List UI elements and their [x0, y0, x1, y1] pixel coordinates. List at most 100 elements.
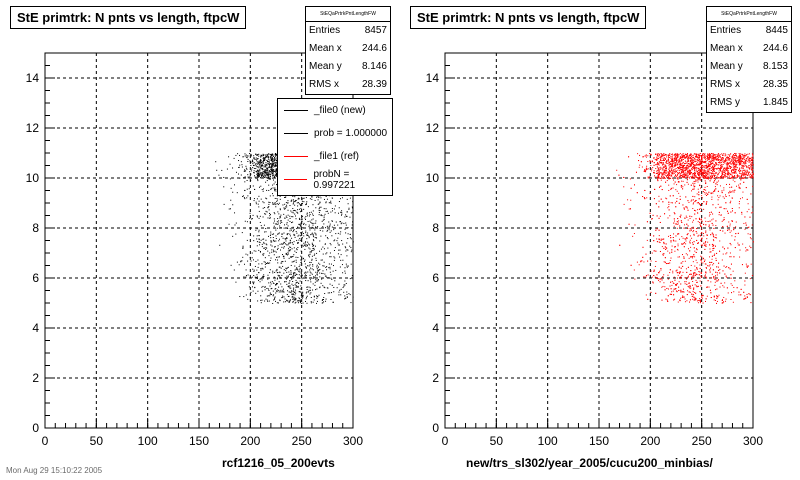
scatter-point [259, 168, 261, 170]
scatter-point [272, 295, 274, 297]
scatter-point [344, 295, 346, 297]
scatter-point [293, 209, 295, 211]
scatter-point [325, 227, 327, 229]
scatter-point [297, 286, 299, 288]
scatter-point [329, 252, 331, 254]
scatter-point [271, 167, 273, 169]
scatter-point [297, 269, 299, 271]
scatter-point [298, 198, 300, 200]
y-tick-label: 10 [26, 171, 40, 185]
scatter-point [720, 214, 722, 216]
scatter-point [258, 263, 260, 265]
scatter-point [244, 198, 246, 200]
scatter-point [301, 272, 303, 274]
scatter-point [715, 257, 717, 259]
scatter-point [302, 295, 304, 297]
scatter-point [292, 275, 294, 277]
scatter-point [300, 291, 302, 293]
scatter-point [273, 233, 275, 235]
scatter-point [234, 212, 236, 214]
scatter-point [323, 265, 325, 267]
scatter-point [267, 168, 269, 170]
scatter-point [273, 218, 275, 220]
scatter-point [258, 279, 260, 281]
scatter-point [246, 157, 248, 159]
scatter-point [670, 189, 672, 191]
scatter-point [253, 269, 255, 271]
scatter-point [309, 287, 311, 289]
scatter-point [322, 253, 324, 255]
scatter-point [245, 154, 247, 156]
scatter-point [752, 185, 754, 187]
scatter-point [726, 277, 728, 279]
scatter-point [280, 277, 282, 279]
scatter-point [295, 215, 297, 217]
scatter-point [257, 154, 259, 156]
scatter-point [284, 203, 286, 205]
scatter-point [313, 295, 315, 297]
scatter-point [300, 299, 302, 301]
scatter-point [293, 272, 295, 274]
scatter-point [349, 233, 351, 235]
scatter-point [267, 177, 269, 179]
scatter-point [323, 286, 325, 288]
scatter-point [736, 159, 738, 161]
scatter-point [319, 287, 321, 289]
scatter-point [282, 204, 284, 206]
scatter-point [269, 215, 271, 217]
scatter-point [219, 244, 221, 246]
scatter-point [647, 168, 649, 170]
scatter-point [697, 158, 699, 160]
scatter-point [269, 285, 271, 287]
scatter-point [700, 218, 702, 220]
scatter-point [292, 261, 294, 263]
scatter-point [288, 300, 290, 302]
scatter-point [273, 169, 275, 171]
scatter-point [296, 286, 298, 288]
scatter-point [741, 173, 743, 175]
scatter-point [329, 268, 331, 270]
scatter-point [311, 258, 313, 260]
scatter-point [322, 273, 324, 275]
scatter-point [350, 238, 352, 240]
scatter-point [337, 253, 339, 255]
scatter-point [328, 221, 330, 223]
scatter-point [259, 250, 261, 252]
x-tick-label: 50 [490, 434, 504, 448]
scatter-point [306, 238, 308, 240]
scatter-point [289, 299, 291, 301]
scatter-point [675, 284, 677, 286]
scatter-point [741, 175, 743, 177]
scatter-point [279, 243, 281, 245]
scatter-point [259, 172, 261, 174]
scatter-point [293, 229, 295, 231]
scatter-point [305, 274, 307, 276]
scatter-point [308, 255, 310, 257]
scatter-point [733, 158, 735, 160]
scatter-point [263, 261, 265, 263]
scatter-point [269, 178, 271, 180]
scatter-point [243, 197, 245, 199]
scatter-point [665, 169, 667, 171]
scatter-point [277, 274, 279, 276]
scatter-point [289, 228, 291, 230]
scatter-point [273, 225, 275, 227]
scatter-point [261, 165, 263, 167]
scatter-point [278, 266, 280, 268]
scatter-point [318, 262, 320, 264]
scatter-point [294, 272, 296, 274]
scatter-point [309, 244, 311, 246]
scatter-point [277, 245, 279, 247]
scatter-point [300, 240, 302, 242]
scatter-point [260, 177, 262, 179]
scatter-point [746, 211, 748, 213]
scatter-point [316, 266, 318, 268]
scatter-point [256, 278, 258, 280]
scatter-point [309, 261, 311, 263]
scatter-point [235, 233, 237, 235]
scatter-point [294, 299, 296, 301]
scatter-point [266, 247, 268, 249]
scatter-point [677, 277, 679, 279]
y-tick-label: 14 [26, 71, 40, 85]
scatter-point [692, 290, 694, 292]
